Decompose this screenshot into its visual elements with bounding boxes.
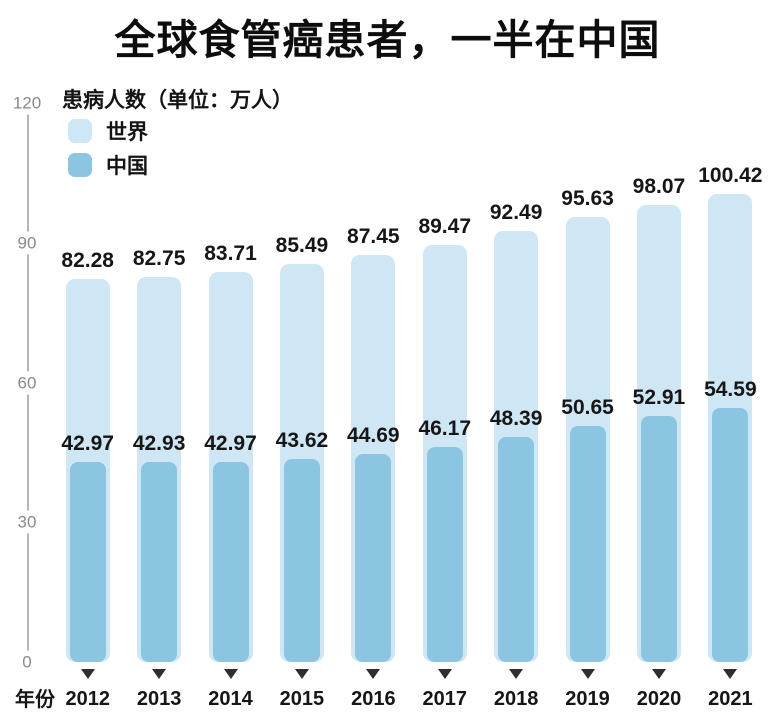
legend-item-world: 世界 [68,119,148,144]
value-label-world-2015: 85.49 [275,233,329,257]
x-tick-marker-icon [651,669,666,679]
x-tick-label-2016: 2016 [351,688,396,710]
bar-group-2013: 82.75 42.93 2013 [123,103,194,710]
value-label-world-2019: 95.63 [561,186,614,210]
bar-china-2012 [69,461,106,662]
x-tick-label-2018: 2018 [493,688,539,710]
value-label-china-2021: 54.59 [704,377,757,401]
value-label-world-2018: 92.49 [489,201,543,225]
x-tick-marker-icon [509,669,524,679]
value-label-world-2014: 83.71 [204,242,257,266]
legend: 世界 中国 [68,119,148,187]
plot-area: 82.28 42.97 2012 82.75 42.93 2013 83.71 42.97 20… [52,103,766,710]
bar-group-2012: 82.28 42.97 2012 [52,103,123,710]
bar-china-2016 [355,453,392,662]
bar-china-2018 [498,436,535,662]
value-label-china-2016: 44.69 [347,423,400,447]
bar-china-2015 [283,458,320,662]
value-label-china-2019: 50.65 [561,396,614,420]
x-tick-marker-icon [723,669,738,679]
bar-group-2019: 95.63 50.65 2019 [552,103,623,710]
bar-group-2021: 100.42 54.59 2021 [695,103,766,710]
bar-group-2017: 89.47 46.17 2017 [409,103,480,710]
bar-group-2015: 85.49 43.62 2015 [266,103,337,710]
legend-swatch-world-icon [68,119,92,143]
x-tick-marker-icon [152,669,167,679]
value-label-china-2013: 42.93 [132,432,186,456]
x-tick-marker-icon [294,669,309,679]
bar-group-2016: 87.45 44.69 2016 [338,103,409,710]
bar-china-2019 [569,426,606,662]
x-tick-label-2014: 2014 [208,688,253,710]
bar-china-2021 [712,407,749,662]
value-label-china-2015: 43.62 [275,428,329,452]
x-tick-label-2015: 2015 [279,688,325,710]
value-label-china-2012: 42.97 [61,431,114,455]
bar-china-2014 [212,461,249,662]
value-label-world-2020: 98.07 [632,175,686,199]
legend-label-china: 中国 [106,155,148,178]
value-label-world-2017: 89.47 [418,215,472,239]
value-label-world-2021: 100.42 [698,164,763,188]
bar-group-2018: 92.49 48.39 2018 [480,103,551,710]
bar-china-2020 [640,415,677,662]
bar-group-2020: 98.07 52.91 2020 [623,103,694,710]
x-tick-marker-icon [80,669,95,679]
value-label-china-2014: 42.97 [204,431,257,455]
legend-swatch-china-icon [68,153,92,177]
y-tick-label-90: 90 [14,231,40,255]
x-tick-marker-icon [366,669,381,679]
value-label-world-2012: 82.28 [61,248,114,272]
value-label-china-2017: 46.17 [418,416,472,440]
bar-group-2014: 83.71 42.97 2014 [195,103,266,710]
value-label-world-2013: 82.75 [132,246,186,270]
x-tick-marker-icon [223,669,238,679]
x-tick-label-2017: 2017 [422,688,467,710]
y-tick-label-60: 60 [14,371,40,394]
value-label-china-2018: 48.39 [489,406,543,430]
y-axis: 0 30 60 90 120 [0,91,52,674]
value-label-china-2020: 52.91 [632,385,686,409]
x-tick-label-2012: 2012 [65,688,110,710]
y-tick-label-0: 0 [19,650,35,674]
bar-china-2017 [426,446,463,662]
x-axis-title: 年份 [15,689,55,711]
x-tick-label-2021: 2021 [708,688,753,710]
chart-title: 全球食管癌患者，一半在中国 [114,17,661,63]
y-tick-label-120: 120 [9,91,45,115]
bar-china-2013 [141,462,178,662]
y-axis-title: 患病人数（单位：万人） [62,89,293,112]
y-tick-label-30: 30 [14,510,40,534]
x-tick-label-2020: 2020 [636,688,682,710]
x-tick-marker-icon [580,669,595,679]
x-tick-marker-icon [437,669,452,679]
legend-label-world: 世界 [106,121,148,144]
value-label-world-2016: 87.45 [347,224,400,248]
x-tick-label-2019: 2019 [565,688,610,710]
x-tick-label-2013: 2013 [136,688,182,710]
legend-item-china: 中国 [68,153,148,178]
